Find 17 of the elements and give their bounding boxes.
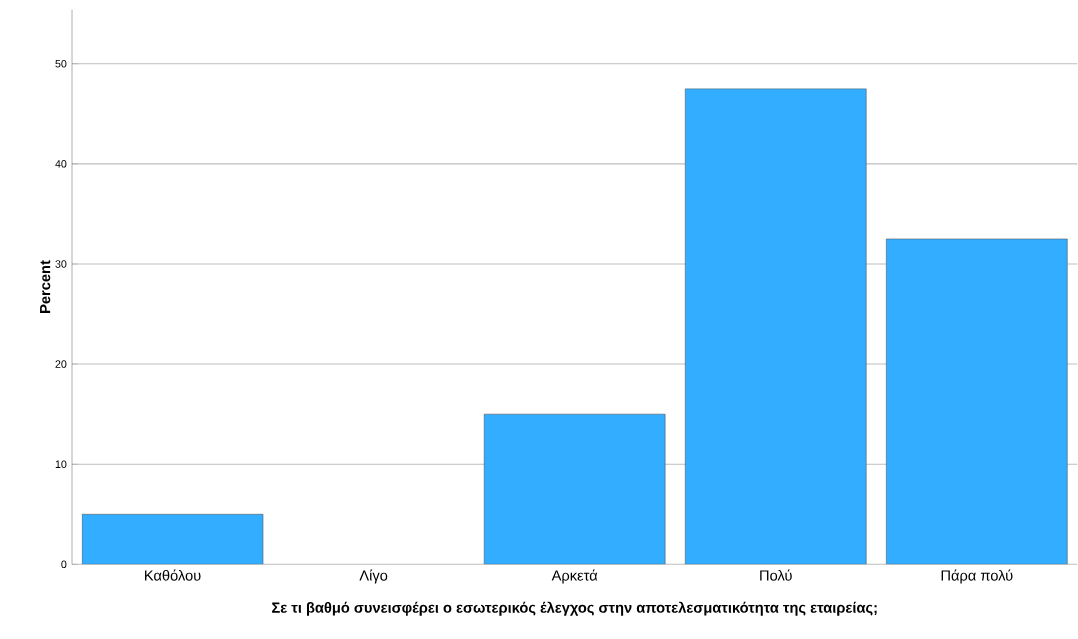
bar xyxy=(684,88,867,565)
y-tick-label: 20 xyxy=(55,360,67,368)
y-tick-label: 30 xyxy=(55,260,67,268)
y-axis-title: Percent xyxy=(40,260,51,313)
x-tick-label: Πάρα πολύ xyxy=(941,569,1013,584)
bar xyxy=(483,413,666,565)
x-axis-title: Σε τι βαθμό συνεισφέρει ο εσωτερικός έλεγχος στην αποτελεσματικότητα της εταιρείας; xyxy=(272,601,877,616)
x-tick-label: Καθόλου xyxy=(145,569,201,581)
y-tick-label: 0 xyxy=(61,560,67,569)
y-tick-label: 50 xyxy=(55,59,67,68)
y-tick-label: 10 xyxy=(55,460,67,468)
bar xyxy=(81,514,264,565)
x-tick-label: Αρκετά xyxy=(551,569,598,584)
y-tick-label: 40 xyxy=(55,160,67,168)
x-tick-label: Πολύ xyxy=(760,569,792,581)
bar xyxy=(886,238,1068,565)
x-tick-label: Λίγο xyxy=(359,569,388,584)
